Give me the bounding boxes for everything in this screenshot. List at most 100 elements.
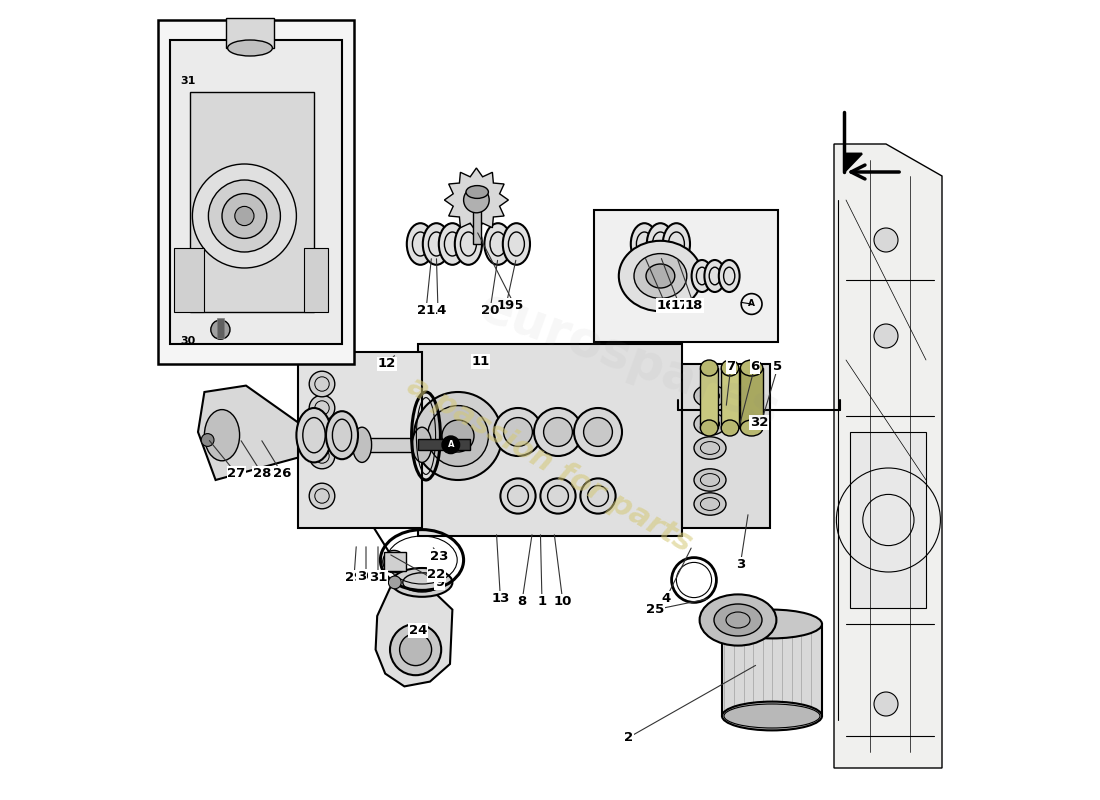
Ellipse shape — [701, 420, 718, 436]
Bar — [174, 248, 205, 312]
Ellipse shape — [352, 427, 372, 462]
Circle shape — [504, 418, 532, 446]
Circle shape — [463, 187, 490, 213]
Text: 27: 27 — [228, 467, 245, 480]
Ellipse shape — [692, 260, 713, 292]
Circle shape — [399, 634, 431, 666]
Polygon shape — [845, 154, 862, 172]
Text: 12: 12 — [377, 358, 396, 370]
Text: 5: 5 — [773, 360, 782, 373]
Ellipse shape — [630, 223, 658, 265]
Text: 1: 1 — [538, 595, 547, 608]
Circle shape — [442, 420, 474, 452]
Bar — [740, 368, 762, 428]
Ellipse shape — [701, 360, 718, 376]
Text: 17: 17 — [671, 299, 689, 312]
Circle shape — [383, 550, 405, 573]
Bar — [170, 40, 342, 344]
Bar — [190, 92, 314, 312]
Circle shape — [390, 624, 441, 675]
Ellipse shape — [740, 420, 762, 436]
Circle shape — [574, 408, 622, 456]
Circle shape — [211, 320, 230, 339]
Bar — [473, 192, 481, 244]
Ellipse shape — [454, 223, 482, 265]
Circle shape — [874, 692, 898, 716]
Text: 32: 32 — [749, 416, 768, 429]
Text: 31: 31 — [180, 76, 196, 86]
Circle shape — [309, 395, 334, 421]
Polygon shape — [198, 386, 298, 480]
Ellipse shape — [722, 702, 822, 730]
Text: 4: 4 — [661, 592, 671, 605]
Ellipse shape — [484, 223, 512, 265]
Text: 28: 28 — [253, 467, 272, 480]
Text: 11: 11 — [471, 355, 490, 368]
Polygon shape — [375, 580, 452, 686]
Text: 14: 14 — [429, 304, 448, 317]
Polygon shape — [834, 144, 942, 768]
Ellipse shape — [704, 260, 725, 292]
Bar — [594, 210, 778, 342]
Ellipse shape — [722, 610, 822, 638]
Ellipse shape — [694, 413, 726, 435]
Circle shape — [494, 408, 542, 456]
Bar — [384, 552, 406, 571]
Text: 2: 2 — [624, 731, 632, 744]
Ellipse shape — [722, 420, 739, 436]
Circle shape — [500, 478, 536, 514]
Text: 30: 30 — [356, 570, 375, 582]
Text: 20: 20 — [481, 304, 499, 317]
Ellipse shape — [694, 493, 726, 515]
Text: 15: 15 — [506, 299, 524, 312]
Text: 25: 25 — [647, 603, 664, 616]
Bar — [722, 368, 739, 428]
Text: 23: 23 — [430, 550, 449, 562]
Bar — [418, 344, 682, 536]
Ellipse shape — [646, 264, 674, 288]
Text: 22: 22 — [427, 568, 446, 581]
Ellipse shape — [296, 408, 331, 462]
Text: 16: 16 — [657, 299, 675, 312]
Text: 31: 31 — [368, 571, 387, 584]
Ellipse shape — [407, 223, 434, 265]
Text: 3: 3 — [736, 558, 745, 570]
Circle shape — [309, 371, 334, 397]
Ellipse shape — [647, 223, 674, 265]
Text: 24: 24 — [409, 624, 427, 637]
Circle shape — [234, 206, 254, 226]
Text: 19: 19 — [497, 299, 515, 312]
Circle shape — [388, 576, 401, 589]
Text: 13: 13 — [492, 592, 509, 605]
Ellipse shape — [422, 223, 450, 265]
Bar — [701, 368, 718, 428]
Circle shape — [543, 418, 572, 446]
Ellipse shape — [700, 594, 777, 646]
Ellipse shape — [439, 223, 466, 265]
Bar — [217, 318, 223, 338]
Circle shape — [414, 392, 502, 480]
Text: eurospares: eurospares — [473, 283, 786, 437]
Bar — [298, 352, 422, 528]
Text: a passion for parts: a passion for parts — [403, 370, 697, 558]
Ellipse shape — [694, 469, 726, 491]
Circle shape — [309, 483, 334, 509]
Text: 10: 10 — [553, 595, 572, 608]
Ellipse shape — [694, 437, 726, 459]
Ellipse shape — [634, 254, 686, 298]
Ellipse shape — [412, 427, 431, 462]
Circle shape — [874, 324, 898, 348]
Circle shape — [208, 180, 280, 252]
Text: 26: 26 — [273, 467, 292, 480]
Ellipse shape — [718, 260, 739, 292]
Ellipse shape — [663, 223, 690, 265]
Ellipse shape — [228, 40, 273, 56]
Text: 29: 29 — [345, 571, 363, 584]
Ellipse shape — [722, 360, 739, 376]
Circle shape — [581, 478, 616, 514]
Ellipse shape — [503, 223, 530, 265]
Circle shape — [309, 443, 334, 469]
Circle shape — [584, 418, 613, 446]
Text: A: A — [448, 440, 454, 450]
Circle shape — [428, 406, 488, 466]
